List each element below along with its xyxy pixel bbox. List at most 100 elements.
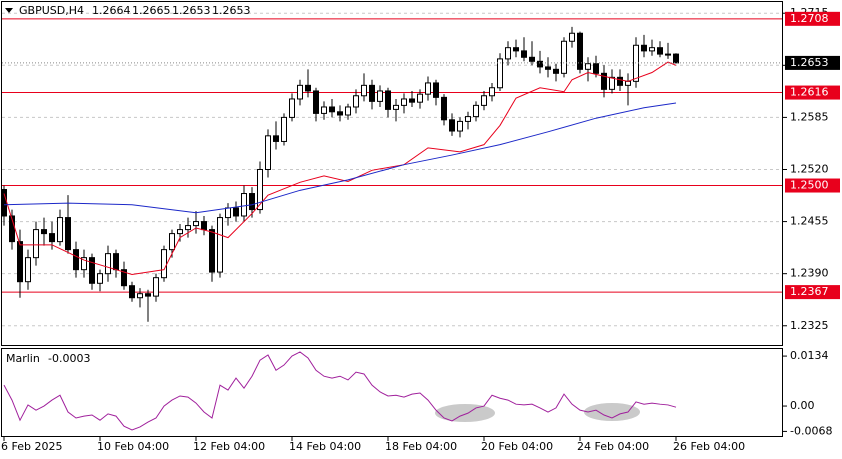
candle-body bbox=[209, 229, 215, 273]
open-value: 1.2664 bbox=[92, 4, 131, 17]
candle-body bbox=[193, 221, 199, 227]
x-tick-label: 10 Feb 04:00 bbox=[97, 440, 169, 453]
candle-body bbox=[25, 257, 31, 283]
candle-body bbox=[449, 119, 455, 132]
candle-body bbox=[465, 116, 471, 122]
y-tick-label: 1.2325 bbox=[790, 319, 829, 332]
candle-body bbox=[513, 47, 519, 52]
candle-body bbox=[441, 96, 447, 121]
candle-body bbox=[409, 98, 415, 103]
candle-body bbox=[289, 98, 295, 118]
y-tick-label: 1.2390 bbox=[790, 267, 829, 280]
candle-body bbox=[89, 257, 95, 284]
plot-layer: 1.27151.26501.25851.25201.24551.23901.23… bbox=[1, 6, 840, 453]
candle-body bbox=[257, 168, 263, 211]
candle-body bbox=[649, 47, 655, 52]
current-price-label: 1.2653 bbox=[790, 56, 829, 69]
candle-body bbox=[329, 106, 335, 113]
x-tick-label: 20 Feb 04:00 bbox=[481, 440, 553, 453]
moving-average bbox=[3, 61, 677, 275]
y-tick-label: 1.2455 bbox=[790, 215, 829, 228]
candle-body bbox=[425, 82, 431, 95]
candle-body bbox=[657, 47, 663, 55]
candle-body bbox=[105, 253, 111, 275]
candle-body bbox=[665, 53, 671, 56]
candle-body bbox=[81, 257, 87, 271]
candle-body bbox=[473, 104, 479, 118]
indicator-value: -0.0003 bbox=[48, 352, 90, 365]
level-label: 1.2616 bbox=[790, 86, 829, 99]
candle-body bbox=[433, 82, 439, 98]
candle-body bbox=[41, 229, 47, 235]
candle-body bbox=[17, 241, 23, 283]
y-tick-label: 0.0134 bbox=[790, 349, 829, 362]
candle-body bbox=[305, 84, 311, 92]
indicator-line bbox=[3, 351, 677, 431]
candle-body bbox=[161, 249, 167, 279]
candle-body bbox=[481, 95, 487, 106]
candle-body bbox=[489, 87, 495, 97]
candle-body bbox=[393, 104, 399, 110]
candle-body bbox=[49, 233, 55, 243]
highlight-ellipse bbox=[584, 403, 640, 421]
candle-body bbox=[353, 95, 359, 108]
candle-body bbox=[521, 50, 527, 58]
level-label: 1.2708 bbox=[790, 12, 829, 25]
x-tick-label: 12 Feb 04:00 bbox=[193, 440, 265, 453]
current-price-box bbox=[785, 55, 840, 70]
candle-body bbox=[641, 44, 647, 52]
candle-body bbox=[33, 229, 39, 259]
candle-body bbox=[625, 80, 631, 86]
candle-body bbox=[297, 84, 303, 100]
y-tick-label: 0.00 bbox=[790, 399, 815, 412]
candle-body bbox=[377, 90, 383, 102]
level-label-box bbox=[785, 178, 840, 193]
candle-body bbox=[529, 56, 535, 62]
candle-body bbox=[121, 269, 127, 287]
candle-body bbox=[457, 120, 463, 132]
candle-body bbox=[113, 253, 119, 271]
candle-body bbox=[137, 293, 143, 299]
candle-body bbox=[601, 72, 607, 90]
x-tick-label: 26 Feb 04:00 bbox=[673, 440, 745, 453]
indicator-title: Marlin bbox=[6, 352, 40, 365]
x-tick-label: 14 Feb 04:00 bbox=[289, 440, 361, 453]
level-label: 1.2367 bbox=[790, 285, 829, 298]
candle-body bbox=[313, 90, 319, 114]
candle-body bbox=[585, 63, 591, 70]
candle-body bbox=[177, 229, 183, 235]
candle-body bbox=[1, 189, 7, 217]
candle-body bbox=[385, 90, 391, 110]
candle-body bbox=[249, 193, 255, 211]
price-pane bbox=[1, 1, 783, 346]
candle-body bbox=[145, 293, 151, 297]
candle-body bbox=[609, 76, 615, 90]
candle-body bbox=[569, 32, 575, 42]
candle-body bbox=[545, 66, 551, 70]
level-label: 1.2500 bbox=[790, 179, 829, 192]
candle-body bbox=[361, 84, 367, 97]
indicator-pane bbox=[1, 348, 783, 437]
level-label-box bbox=[785, 11, 840, 26]
candle-body bbox=[153, 277, 159, 297]
high-value: 1.2665 bbox=[132, 4, 171, 17]
candle-body bbox=[57, 217, 63, 243]
candle-body bbox=[617, 76, 623, 86]
candle-body bbox=[281, 116, 287, 142]
candle-body bbox=[401, 98, 407, 106]
symbol-title: GBPUSD,H4 bbox=[19, 4, 84, 17]
candle-body bbox=[369, 84, 375, 102]
candle-body bbox=[561, 40, 567, 74]
candle-body bbox=[577, 32, 583, 70]
candle-body bbox=[201, 221, 207, 231]
level-label-box bbox=[785, 85, 840, 100]
candle-body bbox=[225, 207, 231, 219]
candle-body bbox=[673, 53, 679, 64]
candle-body bbox=[593, 63, 599, 74]
x-tick-label: 24 Feb 04:00 bbox=[577, 440, 649, 453]
candle-body bbox=[321, 106, 327, 114]
y-tick-label: 1.2585 bbox=[790, 110, 829, 123]
candle-body bbox=[553, 68, 559, 74]
x-tick-label: 18 Feb 04:00 bbox=[385, 440, 457, 453]
